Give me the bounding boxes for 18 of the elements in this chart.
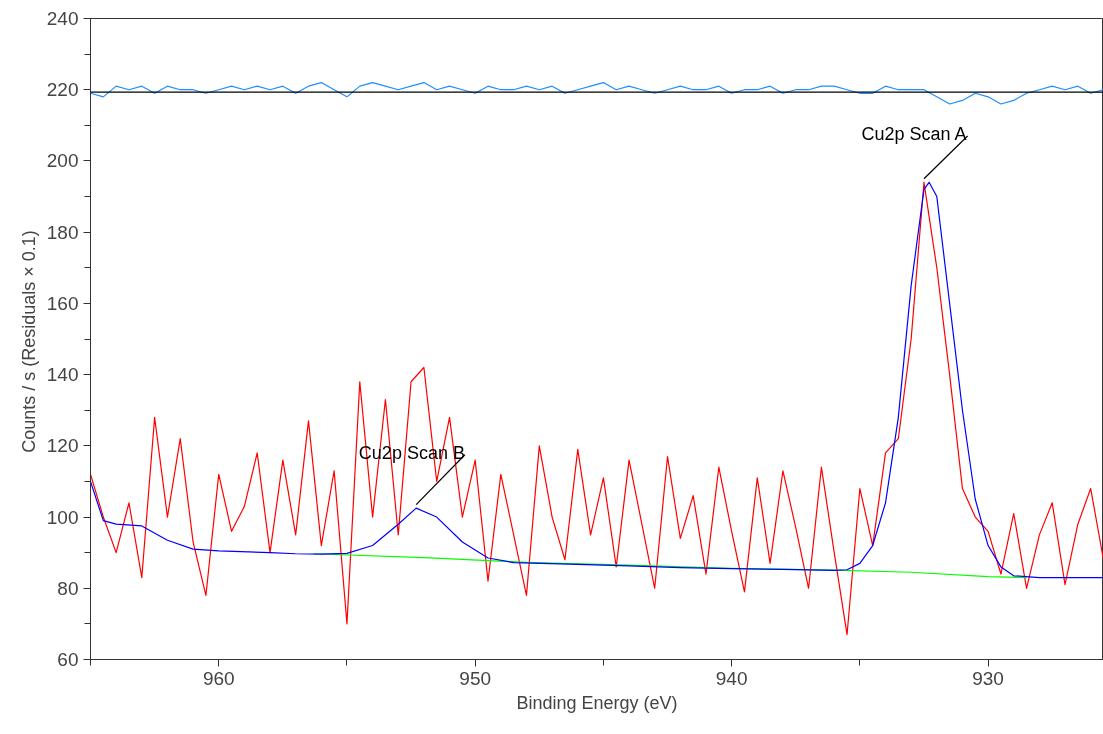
y-tick-label: 80	[57, 577, 79, 599]
x-tick-label: 930	[972, 667, 1004, 689]
y-tick-label: 220	[46, 79, 79, 101]
y-tick-label: 100	[46, 506, 79, 528]
annotation: Cu2p Scan A	[861, 124, 967, 145]
x-tick-label: 940	[715, 667, 748, 689]
line-series	[90, 82, 1103, 105]
x-tick-label: 950	[459, 667, 492, 689]
y-axis-title: Counts / s (Residuals × 0.1)	[18, 230, 39, 453]
y-tick-label: 180	[46, 221, 79, 243]
y-tick-label: 240	[46, 8, 79, 29]
x-tick-label: 960	[202, 667, 235, 689]
y-tick-label: 60	[57, 649, 79, 670]
y-tick-label: 200	[46, 150, 79, 172]
y-tick-label: 140	[46, 364, 79, 386]
y-tick-label: 120	[46, 435, 79, 457]
x-axis-title: Binding Energy (eV)	[516, 692, 678, 713]
y-tick-label: 160	[46, 292, 79, 314]
